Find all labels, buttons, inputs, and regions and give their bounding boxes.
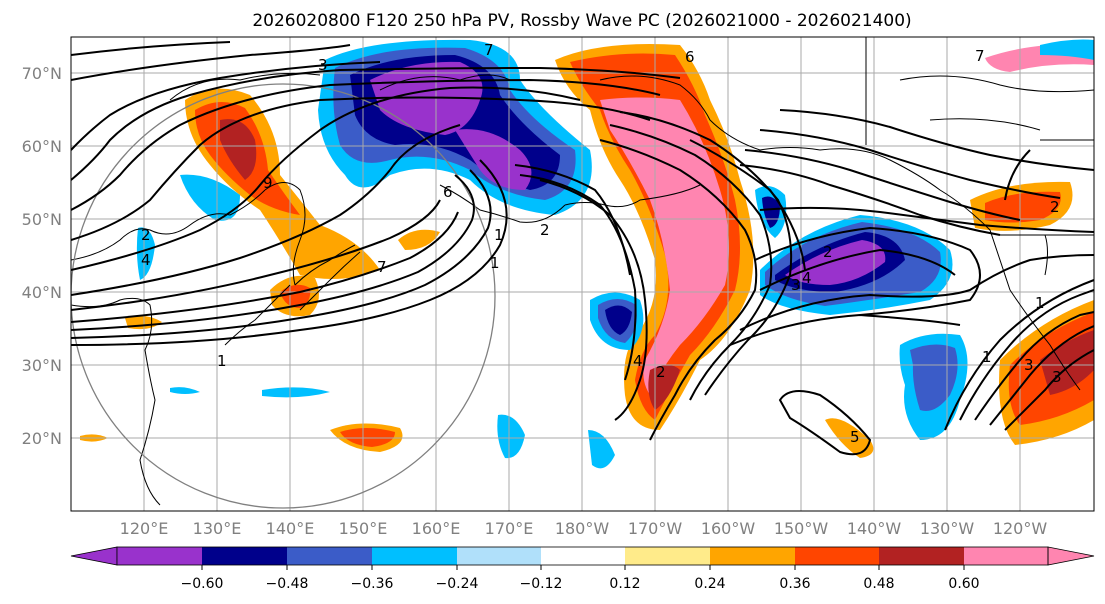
colorbar-bin [287, 547, 372, 565]
lon-label: 130°E [193, 519, 242, 538]
colorbar-bin [372, 547, 457, 565]
contour-label: 1 [490, 254, 500, 272]
contour-label: 3 [791, 276, 801, 294]
colorbar-ticks [201, 565, 965, 570]
contour-label: 3 [318, 56, 328, 74]
colorbar-extend-high [1047, 546, 1095, 566]
latitude-labels: 70°N 60°N 50°N 40°N 30°N 20°N [22, 64, 62, 448]
contour-label: 7 [484, 41, 494, 59]
colorbar-label: −0.12 [520, 576, 563, 592]
contour-label: 7 [377, 258, 387, 276]
lon-label: 130°W [920, 519, 975, 538]
contour-labels: 3 7 2 4 9 6 1 1 7 2 1 7 6 4 3 2 3 2 1 5 … [141, 41, 1062, 446]
colorbar-label: 0.60 [948, 576, 979, 592]
colorbar-label: 0.24 [694, 576, 725, 592]
colorbar-bin [710, 547, 795, 565]
colorbar-bin [879, 547, 964, 565]
map-title: 2026020800 F120 250 hPa PV, Rossby Wave … [252, 11, 911, 31]
lon-label: 150°E [339, 519, 388, 538]
contour-label: 3 [1024, 356, 1034, 374]
colorbar-label: −0.36 [351, 576, 394, 592]
lon-label: 160°E [412, 519, 461, 538]
contours [71, 41, 1094, 456]
colorbar-extend-low [70, 546, 118, 566]
lon-label: 180°W [555, 519, 610, 538]
lon-label: 120°E [120, 519, 169, 538]
colorbar-bin [964, 547, 1048, 565]
lat-label: 50°N [22, 210, 62, 229]
contour-label: 7 [975, 47, 985, 65]
contour-label: 4 [141, 251, 151, 269]
colorbar-label: 0.48 [863, 576, 894, 592]
longitude-labels: 120°E 130°E 140°E 150°E 160°E 170°E 180°… [120, 519, 1048, 538]
contour-label: 6 [685, 48, 695, 66]
contour-label: 2 [540, 221, 550, 239]
lat-label: 70°N [22, 64, 62, 83]
lon-label: 140°W [847, 519, 902, 538]
contour-label: 2 [141, 226, 151, 244]
contour-label: 2 [656, 363, 666, 381]
colorbar-label: 0.36 [779, 576, 810, 592]
contour-label: 1 [1035, 294, 1045, 312]
lon-label: 120°W [993, 519, 1048, 538]
lon-label: 160°W [701, 519, 756, 538]
lat-label: 60°N [22, 137, 62, 156]
colorbar-label: −0.60 [181, 576, 224, 592]
gridlines [71, 37, 1094, 511]
lon-label: 140°E [266, 519, 315, 538]
contour-label: 2 [823, 243, 833, 261]
colorbar-label: −0.48 [266, 576, 309, 592]
contour-label: 9 [263, 174, 273, 192]
colorbar-label: −0.24 [436, 576, 479, 592]
contour-label: 4 [802, 269, 812, 287]
colorbar-bin [795, 547, 879, 565]
contour-label: 2 [1050, 198, 1060, 216]
colorbar-bin [117, 547, 202, 565]
colorbar-bin [625, 547, 710, 565]
contour-label: 4 [633, 352, 643, 370]
lat-label: 30°N [22, 356, 62, 375]
lat-label: 40°N [22, 283, 62, 302]
colorbar-bin [202, 547, 287, 565]
reference-circle [71, 83, 496, 509]
lon-label: 170°W [628, 519, 683, 538]
colorbar-bin [541, 547, 625, 565]
colorbar: −0.60 −0.48 −0.36 −0.24 −0.12 0.12 0.24 … [70, 546, 1095, 592]
contour-label: 1 [217, 352, 227, 370]
contour-label: 5 [850, 428, 860, 446]
contour-label: 3 [1052, 368, 1062, 386]
contour-label: 1 [494, 226, 504, 244]
lon-label: 150°W [774, 519, 829, 538]
map-frame [70, 36, 1095, 512]
contour-label: 6 [443, 183, 453, 201]
colorbar-bin [457, 547, 541, 565]
lat-label: 20°N [22, 429, 62, 448]
colorbar-label: 0.12 [609, 576, 640, 592]
contour-label: 1 [982, 348, 992, 366]
map-panel: 3 7 2 4 9 6 1 1 7 2 1 7 6 4 3 2 3 2 1 5 … [71, 37, 1094, 511]
lon-label: 170°E [485, 519, 534, 538]
coastlines [71, 37, 1094, 506]
